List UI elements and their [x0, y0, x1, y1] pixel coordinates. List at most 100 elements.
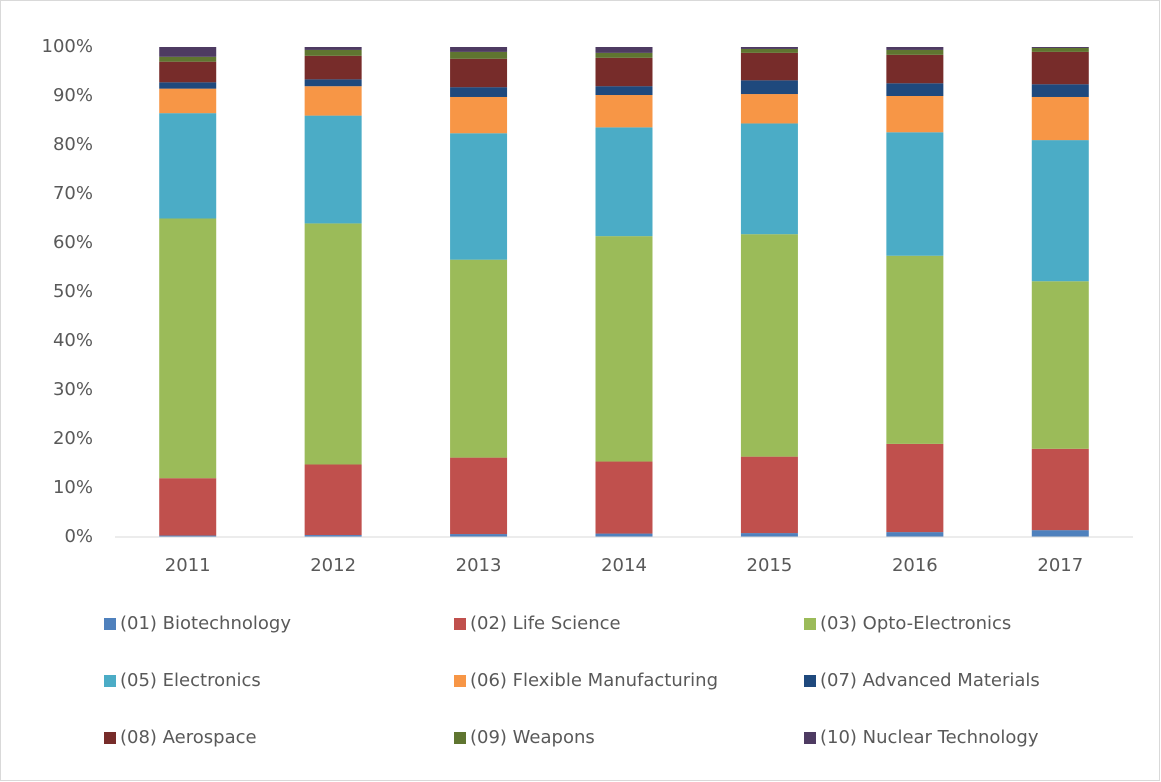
y-tick-label: 30% [53, 379, 93, 400]
bar-segment [886, 96, 944, 133]
bar-segment [159, 56, 217, 62]
bar-segment [159, 88, 217, 114]
bar-segment [886, 532, 944, 537]
bar-segment [595, 533, 653, 537]
legend-swatch [104, 675, 116, 687]
bar-segment [740, 80, 798, 95]
y-tick-label: 20% [53, 428, 93, 449]
bar-segment [1031, 51, 1089, 85]
x-tick-label: 2012 [310, 555, 356, 576]
bar-segment [1031, 448, 1089, 531]
y-tick-label: 100% [42, 36, 93, 57]
x-tick-label: 2015 [747, 555, 793, 576]
bar-segment [1031, 96, 1089, 141]
legend-swatch [454, 618, 466, 630]
bar-segment [304, 47, 362, 50]
bar-segment [450, 457, 508, 535]
y-tick-label: 80% [53, 134, 93, 155]
bar-segment [1031, 281, 1089, 449]
bar-segment [886, 443, 944, 533]
y-tick-label: 60% [53, 232, 93, 253]
bar-segment [304, 86, 362, 116]
legend-swatch [454, 732, 466, 744]
bar-segment [886, 83, 944, 96]
legend-label: (10) Nuclear Technology [820, 727, 1039, 748]
bar-segment [595, 86, 653, 96]
bar-segment [304, 535, 362, 537]
bar-segment [595, 57, 653, 87]
x-tick-label: 2011 [165, 555, 211, 576]
y-tick-label: 0% [64, 526, 93, 547]
bar-segment [740, 456, 798, 534]
legend-label: (08) Aerospace [120, 727, 257, 748]
bar-segment [740, 52, 798, 81]
bar-segment [304, 464, 362, 536]
bar-segment [159, 535, 217, 537]
bar-segment [595, 461, 653, 534]
y-tick-label: 90% [53, 85, 93, 106]
legend-label: (06) Flexible Manufacturing [470, 670, 718, 691]
x-tick-label: 2013 [456, 555, 502, 576]
bar-segment [450, 58, 508, 88]
legend-label: (01) Biotechnology [120, 613, 291, 634]
y-tick-label: 70% [53, 183, 93, 204]
bar-segment [595, 127, 653, 237]
bar-segment [304, 115, 362, 224]
bar-segment [159, 47, 217, 57]
bar-segment [740, 48, 798, 53]
legend-label: (02) Life Science [470, 613, 621, 634]
bar-segment [159, 218, 217, 479]
bar-segment [159, 61, 217, 83]
bar-segment [304, 49, 362, 56]
bar-segment [740, 234, 798, 457]
legend-swatch [104, 732, 116, 744]
legend-swatch [804, 675, 816, 687]
bar-segment [1031, 530, 1089, 537]
legend-swatch [454, 675, 466, 687]
bar-segment [595, 47, 653, 53]
bar-segment [450, 87, 508, 97]
bar-segment [304, 223, 362, 465]
bar-segment [159, 478, 217, 536]
y-tick-label: 50% [53, 281, 93, 302]
bar-segment [1031, 84, 1089, 97]
bar-segment [1031, 140, 1089, 282]
bar-segment [886, 47, 944, 50]
bar-segment [740, 533, 798, 537]
legend-label: (09) Weapons [470, 727, 595, 748]
x-tick-label: 2016 [892, 555, 938, 576]
y-tick-label: 10% [53, 477, 93, 498]
legend-label: (07) Advanced Materials [820, 670, 1040, 691]
bar-segment [595, 52, 653, 58]
bar-segment [740, 123, 798, 235]
bar-segment [886, 132, 944, 256]
bar-segment [740, 47, 798, 49]
legend-swatch [804, 618, 816, 630]
bar-segment [886, 255, 944, 444]
legend-swatch [804, 732, 816, 744]
legend-label: (05) Electronics [120, 670, 261, 691]
bar-segment [595, 95, 653, 128]
x-tick-label: 2017 [1037, 555, 1083, 576]
legend-label: (03) Opto-Electronics [820, 613, 1011, 634]
bar-segment [740, 94, 798, 124]
x-tick-label: 2014 [601, 555, 647, 576]
bar-segment [1031, 47, 1089, 52]
bar-segment [450, 133, 508, 260]
bar-segment [159, 113, 217, 219]
legend-swatch [104, 618, 116, 630]
bar-segment [450, 534, 508, 537]
bar-segment [886, 49, 944, 55]
bar-segment [450, 259, 508, 458]
bar-segment [450, 51, 508, 59]
bar-segment [159, 82, 217, 89]
bar-segment [450, 47, 508, 52]
bar-segment [304, 55, 362, 80]
bar-segment [595, 236, 653, 462]
bar-segment [450, 96, 508, 134]
bar-segment [886, 54, 944, 84]
bar-segment [1031, 47, 1089, 48]
y-tick-label: 40% [53, 330, 93, 351]
bar-segment [304, 79, 362, 87]
